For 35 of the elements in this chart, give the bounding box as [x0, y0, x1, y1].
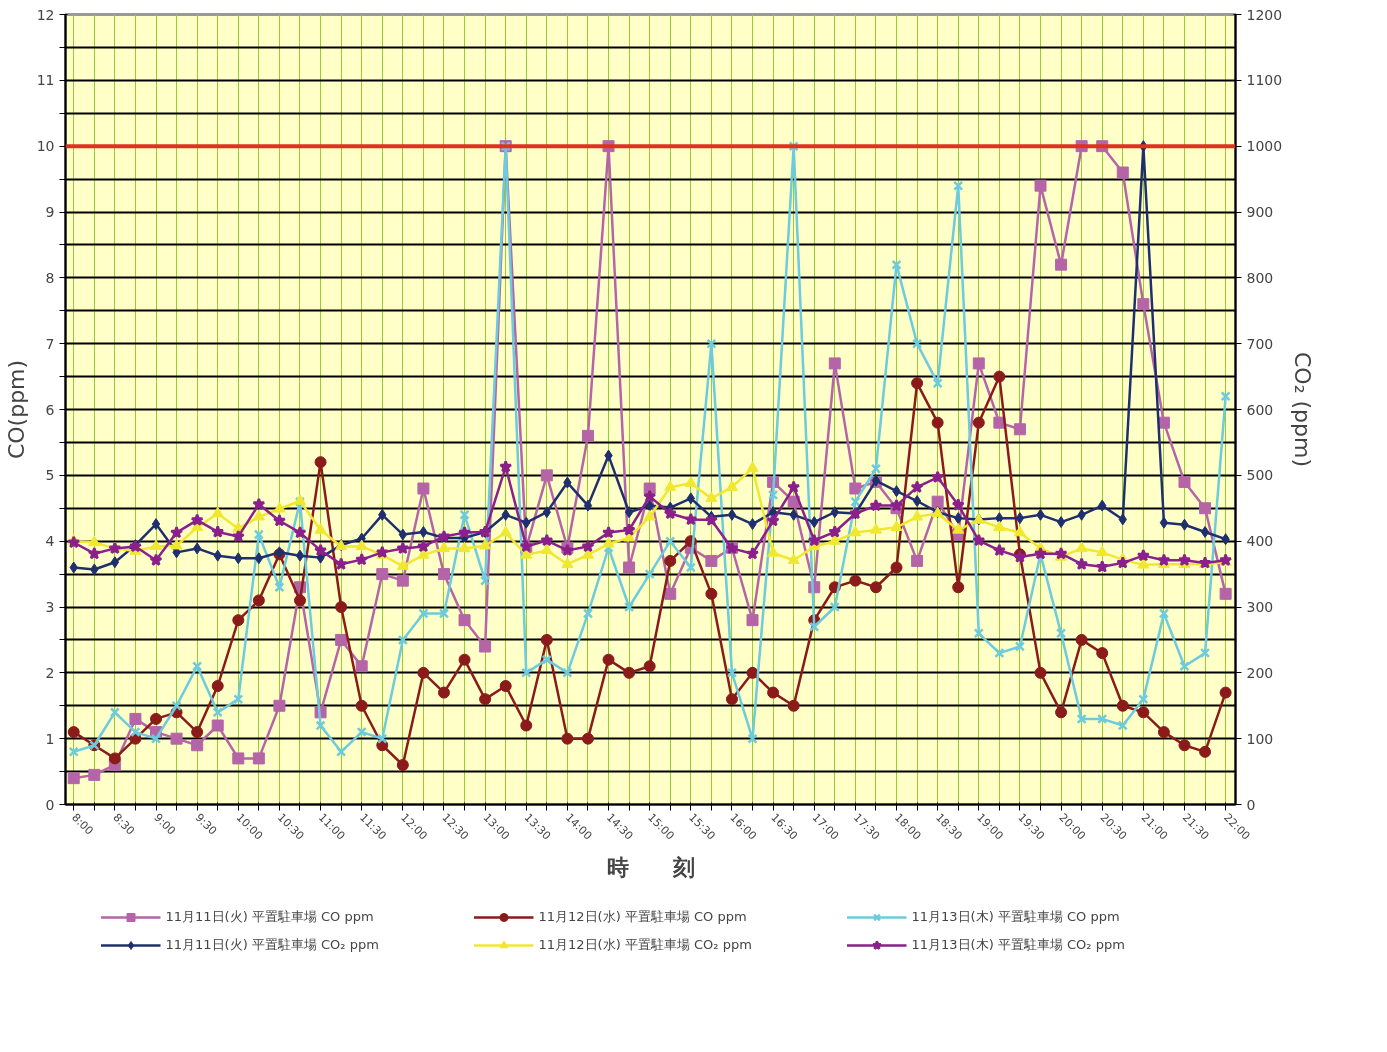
legend-label: 11月12日(水) 平置駐車場 CO₂ ppm — [538, 935, 753, 954]
y-tick-label: 9 — [45, 204, 55, 220]
y2-tick-label: 600 — [1246, 401, 1274, 418]
y-tick-label: 0 — [45, 796, 55, 813]
y2-axis-title: CO₂ (ppm) — [1290, 351, 1316, 468]
y2-tick-label: 100 — [1246, 730, 1274, 747]
y2-tick-label: 500 — [1246, 467, 1274, 484]
y-tick-label: 12 — [36, 6, 55, 23]
y2-tick-label: 700 — [1246, 335, 1274, 352]
y2-tick-label: 200 — [1246, 664, 1274, 681]
y2-tick-label: 0 — [1246, 796, 1256, 813]
legend-label: 11月11日(火) 平置駐車場 CO₂ ppm — [165, 935, 380, 954]
legend-label: 11月13日(木) 平置駐車場 CO₂ ppm — [911, 935, 1126, 954]
y2-tick-label: 800 — [1246, 269, 1274, 286]
y2-tick-label: 300 — [1246, 599, 1274, 615]
y2-tick-label: 1100 — [1246, 72, 1283, 89]
y-tick-label: 5 — [45, 467, 55, 484]
x-axis-title: 時 刻 — [606, 855, 695, 881]
y-tick-label: 7 — [45, 335, 55, 352]
y2-tick-label: 900 — [1246, 204, 1274, 220]
y-axis-title: CO(ppm) — [3, 359, 29, 460]
y2-tick-label: 1000 — [1246, 138, 1283, 155]
y-tick-label: 4 — [45, 533, 55, 550]
y-tick-label: 8 — [45, 269, 55, 286]
legend-label: 11月12日(水) 平置駐車場 CO ppm — [538, 907, 748, 926]
y-tick-label: 1 — [45, 730, 55, 747]
y2-tick-label: 1200 — [1246, 6, 1283, 23]
legend-label: 11月11日(火) 平置駐車場 CO ppm — [165, 907, 375, 926]
y-tick-label: 2 — [45, 664, 55, 681]
y-tick-label: 11 — [36, 72, 55, 89]
legend-label: 11月13日(木) 平置駐車場 CO ppm — [911, 907, 1121, 926]
y2-tick-label: 400 — [1246, 533, 1274, 550]
y-tick-label: 6 — [45, 401, 55, 418]
y-tick-label: 3 — [45, 599, 55, 615]
y-tick-label: 10 — [36, 138, 55, 155]
